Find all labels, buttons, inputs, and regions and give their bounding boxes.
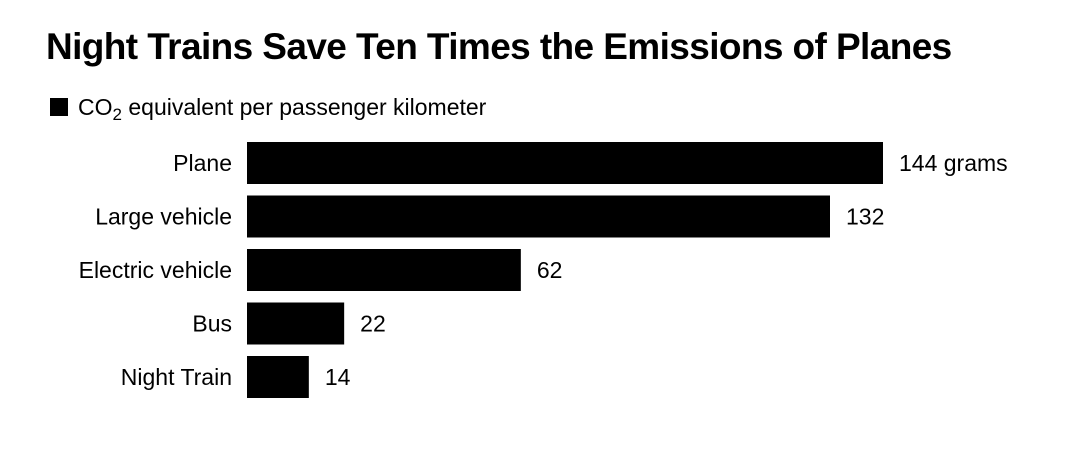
value-label: 22	[360, 311, 386, 337]
legend-label-subscript: 2	[112, 104, 122, 124]
bar	[247, 195, 830, 238]
category-label: Plane	[173, 150, 232, 176]
bar	[247, 356, 309, 398]
category-label: Large vehicle	[95, 204, 232, 230]
legend-label-prefix: CO	[78, 93, 113, 120]
legend-label: CO2 equivalent per passenger kilometer	[78, 93, 487, 124]
chart-title: Night Trains Save Ten Times the Emission…	[46, 26, 952, 67]
value-label: 62	[537, 257, 563, 283]
value-label: 132	[846, 204, 884, 230]
value-label: 14	[325, 364, 351, 390]
bar	[247, 249, 521, 291]
legend: CO2 equivalent per passenger kilometer	[50, 92, 487, 124]
legend-label-suffix: equivalent per passenger kilometer	[121, 93, 487, 120]
category-label: Night Train	[121, 364, 232, 390]
bar	[247, 302, 345, 345]
legend-swatch	[50, 98, 68, 116]
value-label: 144 grams	[899, 150, 1008, 176]
bar	[247, 142, 883, 184]
category-label: Electric vehicle	[79, 257, 232, 283]
category-label: Bus	[192, 311, 232, 337]
